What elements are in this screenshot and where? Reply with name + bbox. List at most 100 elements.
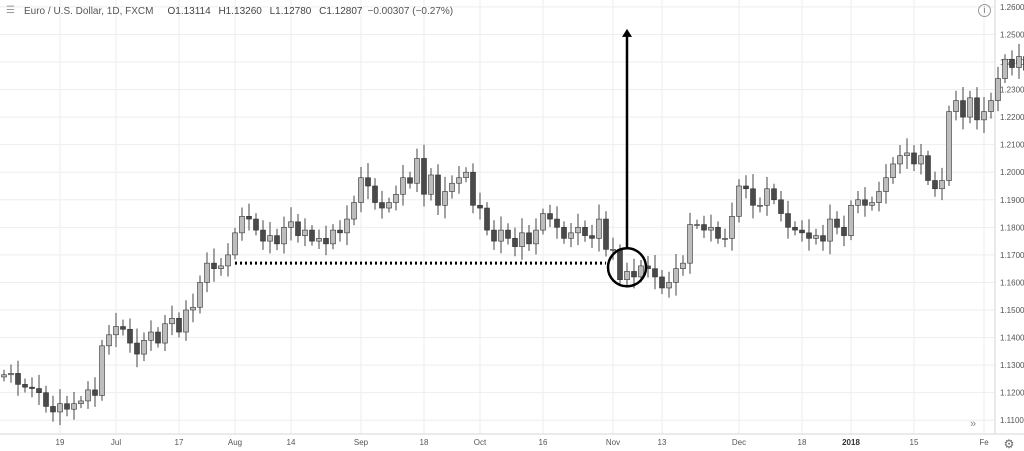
candle-body [582, 227, 588, 236]
candle-body [771, 188, 777, 201]
candle-body [701, 224, 707, 231]
candle-body [785, 213, 791, 228]
x-tick-label: 17 [175, 438, 184, 447]
candle-body [435, 174, 441, 206]
candle-body [603, 218, 609, 250]
x-tick-label: Jul [111, 438, 121, 447]
open-value: O1.13114 [167, 5, 211, 17]
candle-body [666, 282, 672, 289]
candle-body [414, 158, 420, 184]
candle-body [799, 229, 805, 234]
candle-body [792, 227, 798, 231]
x-tick-label: 15 [910, 438, 919, 447]
candle-body [22, 384, 28, 388]
chart-legend: ☰ Euro / U.S. Dollar, 1D, FXCM O1.13114 … [6, 3, 453, 19]
candle-body [855, 199, 861, 206]
x-tick-label: Fe [979, 438, 989, 447]
candle-body [309, 229, 315, 242]
candle-body [246, 216, 252, 220]
candle-body [512, 238, 518, 247]
candle-body [575, 227, 581, 234]
candle-body [827, 218, 833, 242]
candle-body [337, 229, 343, 234]
candle-body [533, 229, 539, 245]
double-chevron-right-icon[interactable]: » [969, 418, 977, 430]
symbol-menu-icon[interactable]: ☰ [6, 5, 15, 16]
candle-body [232, 232, 238, 256]
candle-body [750, 188, 756, 206]
annotations [235, 28, 648, 288]
candle-body [638, 265, 644, 278]
y-tick-label: 1.26000 [1000, 3, 1024, 12]
gear-icon[interactable]: ⚙ [1003, 437, 1015, 451]
candle-body [995, 78, 1001, 101]
candle-body [680, 262, 686, 269]
candle-body [302, 229, 308, 236]
candle-body [617, 249, 623, 280]
candle-body [442, 191, 448, 206]
y-tick-label: 1.16000 [1000, 278, 1024, 287]
candle-body [323, 238, 329, 245]
candle-body [1016, 56, 1022, 68]
candle-body [876, 191, 882, 203]
candle-body [64, 403, 70, 410]
ohlc-values: O1.13114 H1.13260 L1.12780 C1.12807 [167, 6, 367, 17]
candle-body [330, 229, 336, 245]
candle-body [148, 331, 154, 341]
candle-body [981, 111, 987, 121]
y-tick-label: 1.19000 [1000, 196, 1024, 205]
candle-body [211, 262, 217, 269]
candle-body [421, 158, 427, 195]
candle-body [239, 216, 245, 234]
candle-body [71, 403, 77, 410]
candle-body [960, 100, 966, 118]
y-tick-label: 1.22000 [1000, 113, 1024, 122]
candle-body [218, 265, 224, 269]
info-icon[interactable]: i [978, 4, 991, 17]
candle-body [939, 180, 945, 190]
candle-body [967, 97, 973, 118]
candle-body [379, 202, 385, 209]
candle-body [610, 249, 616, 251]
x-tick-label: 14 [287, 438, 296, 447]
candle-body [813, 235, 819, 239]
high-value: H1.13260 [218, 5, 262, 17]
candle-body [274, 235, 280, 245]
candle-body [155, 331, 161, 344]
candle-body [134, 342, 140, 355]
candle-body [946, 111, 952, 181]
candle-body [162, 323, 168, 344]
target-arrow-head [622, 28, 632, 37]
candle-body [862, 199, 868, 206]
candle-body [267, 235, 273, 242]
candle-body [78, 400, 84, 404]
candle-body [932, 180, 938, 190]
candle-body [365, 177, 371, 187]
candle-body [694, 224, 700, 226]
candle-body [498, 229, 504, 242]
candle-body [1009, 58, 1015, 68]
x-tick-label: Dec [732, 438, 746, 447]
candle-body [183, 309, 189, 333]
candle-body [890, 163, 896, 179]
candle-body [351, 202, 357, 220]
y-tick-label: 1.14000 [1000, 334, 1024, 343]
candle-body [316, 238, 322, 242]
candle-body [953, 100, 959, 112]
candle-body [106, 334, 112, 347]
candle-body [295, 221, 301, 236]
candle-body [1002, 58, 1008, 79]
candle-body [526, 232, 532, 245]
symbol-title[interactable]: Euro / U.S. Dollar, 1D, FXCM [24, 5, 154, 17]
candle-body [281, 227, 287, 245]
candle-body [407, 177, 413, 184]
y-tick-label: 1.15000 [1000, 306, 1024, 315]
candle-body [400, 177, 406, 195]
candle-body [43, 392, 49, 407]
candle-body [29, 386, 35, 389]
candle-body [897, 155, 903, 165]
candle-body [988, 100, 994, 112]
